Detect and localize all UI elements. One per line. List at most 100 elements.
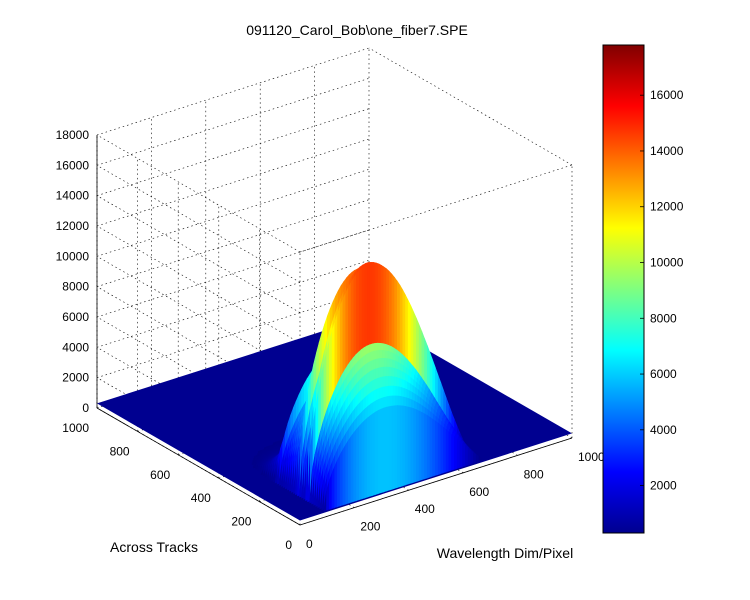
left-wall-grid-line bbox=[96, 195, 301, 313]
colorbar-tick-label: 16000 bbox=[650, 88, 684, 102]
x-tick-label: 600 bbox=[469, 485, 489, 499]
surface-strip bbox=[410, 407, 414, 484]
surface-strip bbox=[399, 405, 404, 488]
surface-strip bbox=[375, 409, 379, 495]
surface-strip bbox=[339, 449, 344, 507]
colorbar-tick-label: 2000 bbox=[650, 479, 677, 493]
surface-strip bbox=[454, 436, 458, 470]
surface-strip bbox=[402, 405, 406, 487]
surface-strip bbox=[345, 439, 349, 505]
surface-strip bbox=[334, 460, 338, 508]
surface-strip bbox=[396, 405, 401, 488]
surface-strip bbox=[445, 429, 450, 473]
surface-strip bbox=[467, 447, 472, 466]
surface-strip bbox=[391, 405, 395, 490]
colorbar-tick-label: 6000 bbox=[650, 367, 677, 381]
surface-strip bbox=[426, 414, 431, 479]
z-tick-label: 12000 bbox=[56, 219, 90, 233]
surface-strip bbox=[356, 425, 360, 502]
surface-strip bbox=[421, 411, 425, 481]
surface-strip bbox=[424, 413, 428, 480]
x-tick-label: 800 bbox=[524, 467, 544, 481]
surface-strip bbox=[478, 455, 482, 462]
box-edge bbox=[299, 164, 573, 253]
surface-strip bbox=[353, 428, 357, 502]
z-tick-label: 10000 bbox=[56, 249, 90, 263]
surface-strip bbox=[342, 443, 346, 506]
surface-strip bbox=[429, 416, 433, 478]
surface-strip bbox=[377, 408, 382, 495]
z-tick-label: 18000 bbox=[56, 128, 90, 142]
y-tick-label: 800 bbox=[110, 444, 130, 458]
left-wall-grid-line bbox=[96, 165, 301, 283]
surface-strip bbox=[331, 466, 336, 509]
surface-strip bbox=[464, 445, 469, 467]
surface-strip bbox=[386, 406, 390, 492]
y-tick-label: 200 bbox=[231, 515, 251, 529]
surface-strip bbox=[369, 413, 374, 497]
z-tick-label: 8000 bbox=[62, 280, 89, 294]
surface-strip bbox=[443, 426, 447, 474]
colorbar-tick-label: 14000 bbox=[650, 144, 684, 158]
y-axis-line bbox=[96, 407, 301, 526]
surface-strip bbox=[372, 411, 376, 496]
left-wall-grid-line bbox=[96, 256, 301, 374]
y-tick-label: 0 bbox=[285, 538, 292, 552]
colorbar-tick-label: 12000 bbox=[650, 200, 684, 214]
surface-strip bbox=[462, 443, 466, 467]
y-axis-label: Across Tracks bbox=[110, 539, 198, 555]
surface-strip bbox=[456, 438, 461, 469]
colorbar-tick-label: 8000 bbox=[650, 311, 677, 325]
y-tick-label: 1000 bbox=[62, 421, 89, 435]
z-axis-ticks: 0 2000 4000 6000 8000 10000 12000 14000 16000 180… bbox=[56, 128, 90, 415]
surface-strip bbox=[413, 408, 417, 483]
surface-strip bbox=[451, 433, 455, 471]
surface-strip bbox=[347, 435, 352, 504]
x-axis-label: Wavelength Dim/Pixel bbox=[437, 545, 573, 561]
surface-strip bbox=[380, 407, 385, 494]
colorbar-ticks: 2000 4000 6000 8000 10000 12000 14000 16000 bbox=[640, 88, 684, 493]
back-wall-grid-line bbox=[96, 169, 370, 257]
surface-strip bbox=[405, 406, 409, 486]
surface-strip bbox=[415, 409, 420, 482]
surface-strip bbox=[383, 406, 387, 493]
colorbar-tick-label: 4000 bbox=[650, 423, 677, 437]
y-tick-label: 600 bbox=[150, 468, 170, 482]
x-tick-label: 200 bbox=[360, 520, 380, 534]
surface-strip bbox=[432, 418, 436, 477]
surface-strip bbox=[407, 406, 412, 485]
left-wall-grid-line bbox=[96, 286, 301, 404]
left-wall-grid-line bbox=[96, 225, 301, 344]
surface-strip bbox=[361, 419, 365, 500]
back-wall-grid-line bbox=[96, 78, 370, 166]
surface-strip bbox=[434, 420, 439, 476]
surface-strip bbox=[448, 431, 452, 472]
box-edge bbox=[368, 47, 573, 166]
surface-strip bbox=[394, 405, 398, 489]
y-tick-label: 400 bbox=[191, 491, 211, 505]
x-axis-ticks: 0 200 400 600 800 1000 bbox=[306, 450, 605, 551]
surface-strip bbox=[418, 410, 423, 482]
x-tick-label: 0 bbox=[306, 537, 313, 551]
colorbar-tick-label: 10000 bbox=[650, 256, 684, 270]
colorbar-gradient bbox=[602, 44, 645, 534]
z-tick-label: 4000 bbox=[62, 340, 89, 354]
surface bbox=[97, 261, 572, 521]
x-tick-label: 400 bbox=[415, 502, 435, 516]
x-axis-line bbox=[299, 437, 573, 526]
surface-strip bbox=[440, 424, 444, 475]
y-axis-ticks: 0 200 400 600 800 1000 bbox=[62, 421, 292, 552]
surface-strip bbox=[337, 454, 341, 508]
surface-strip bbox=[437, 422, 442, 475]
surface-strip bbox=[364, 417, 368, 499]
colorbar: 2000 4000 6000 8000 10000 12000 14000 16000 bbox=[602, 44, 684, 534]
surface-strip bbox=[473, 452, 477, 464]
left-wall-grid-line bbox=[96, 134, 301, 253]
z-tick-label: 16000 bbox=[56, 158, 90, 172]
chart-title: 091120_Carol_Bob\one_fiber7.SPE bbox=[246, 22, 468, 38]
surface-strip bbox=[358, 422, 363, 501]
surface-strip bbox=[470, 449, 474, 465]
z-tick-label: 0 bbox=[82, 401, 89, 415]
surface-strip bbox=[350, 431, 355, 503]
